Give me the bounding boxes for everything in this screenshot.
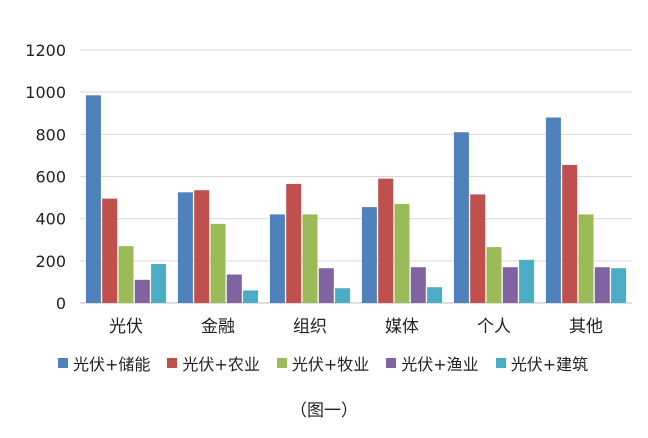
x-category-label: 光伏 (109, 317, 143, 337)
bar (545, 117, 561, 303)
legend-label: 光伏+渔业 (401, 355, 479, 374)
y-tick-label: 1000 (25, 83, 66, 102)
bar (378, 178, 394, 303)
y-tick-label: 200 (35, 252, 66, 271)
bar (177, 192, 193, 303)
bar (410, 267, 426, 303)
legend-swatch (167, 358, 178, 368)
bar (210, 223, 226, 303)
y-tick-label: 1200 (25, 41, 66, 60)
x-category-label: 组织 (293, 317, 327, 337)
legend-item: 光伏+渔业 (386, 351, 479, 375)
bar (427, 287, 443, 303)
x-axis-categories: 光伏 金融 组织 媒体 个人 其他 (109, 317, 603, 337)
x-category-label: 其他 (569, 317, 603, 337)
legend-item: 光伏+建筑 (495, 351, 589, 375)
legend-label: 光伏+储能 (73, 355, 151, 374)
legend-swatch (58, 358, 68, 368)
bars (85, 95, 627, 303)
bar (611, 268, 627, 303)
legend-swatch (495, 358, 506, 368)
bar (151, 264, 167, 303)
legend: 光伏+储能 光伏+农业 光伏+牧业 光伏+渔业 光伏+建筑 (58, 352, 638, 374)
figure-caption: （图一） (290, 401, 358, 421)
legend-item: 光伏+牧业 (276, 351, 370, 375)
bar (118, 246, 134, 303)
bar (302, 214, 318, 303)
bar (243, 290, 259, 303)
bar-chart: 0 200 400 600 800 1000 1200 光伏 金融 组织 媒体 个人 其他 (25, 41, 632, 337)
y-tick-label: 800 (35, 125, 66, 144)
bar (486, 247, 502, 303)
gridlines (80, 49, 632, 304)
legend-label: 光伏+牧业 (291, 355, 370, 374)
bar (578, 214, 594, 303)
x-category-label: 金融 (201, 317, 235, 337)
bar (562, 164, 578, 303)
y-tick-label: 600 (35, 168, 66, 187)
bar (594, 267, 610, 303)
bar (502, 267, 518, 303)
bar (226, 274, 242, 303)
bar (134, 279, 150, 303)
legend-item: 光伏+储能 (58, 351, 150, 375)
bar (361, 207, 377, 303)
bar (85, 95, 101, 303)
bar (453, 132, 469, 303)
y-tick-label: 400 (35, 210, 66, 229)
bar (286, 183, 302, 303)
bar (102, 198, 118, 303)
bar (394, 203, 410, 303)
y-tick-label: 0 (56, 294, 66, 313)
legend-label: 光伏+农业 (182, 355, 260, 374)
x-category-label: 个人 (477, 317, 511, 337)
legend-item: 光伏+农业 (167, 351, 260, 375)
bar (269, 214, 285, 303)
x-category-label: 媒体 (385, 317, 419, 337)
bar (519, 259, 535, 303)
legend-swatch (386, 358, 397, 368)
y-axis-ticks: 0 200 400 600 800 1000 1200 (25, 41, 66, 313)
bar (318, 268, 334, 303)
bar (470, 194, 486, 303)
bar (194, 190, 210, 303)
legend-swatch (276, 358, 287, 368)
legend-label: 光伏+建筑 (510, 355, 589, 374)
bar (335, 288, 351, 303)
